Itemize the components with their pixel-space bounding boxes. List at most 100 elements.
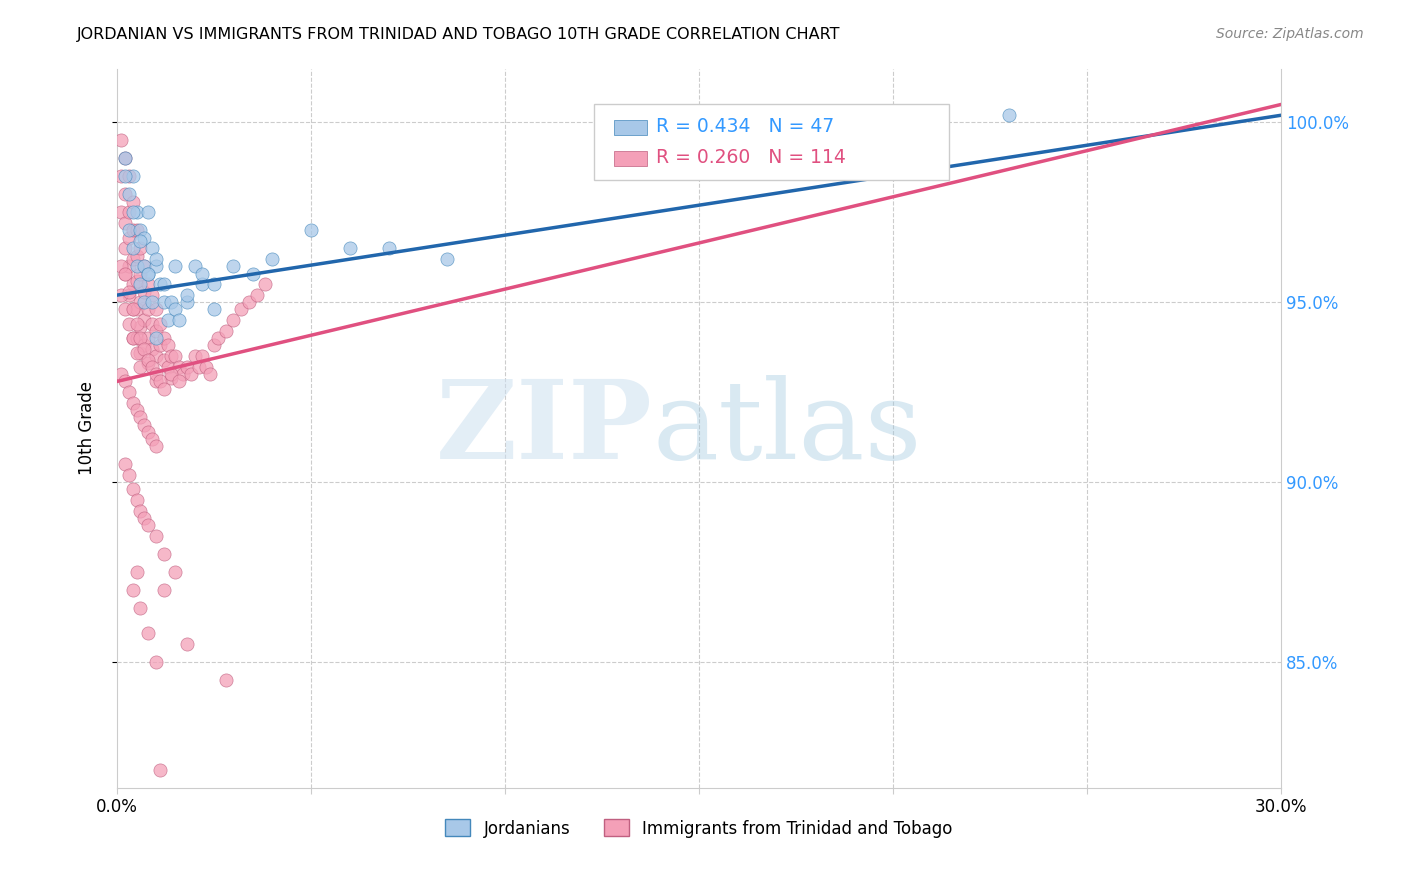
Point [152,582,174,597]
Point [152,382,174,396]
Point [121,194,143,209]
Point [121,582,143,597]
Point [114,267,136,281]
Point [121,277,143,292]
Legend: Jordanians, Immigrants from Trinidad and Tobago: Jordanians, Immigrants from Trinidad and… [439,813,959,844]
Point [134,285,156,299]
Point [167,375,190,389]
Bar [614,120,647,135]
Point [125,317,148,331]
Point [141,317,163,331]
Point [118,467,141,482]
Point [176,295,198,310]
Point [253,277,276,292]
Point [125,331,148,345]
Point [262,252,284,267]
Point [129,320,152,334]
Point [121,252,143,267]
Text: JORDANIAN VS IMMIGRANTS FROM TRINIDAD AND TOBAGO 10TH GRADE CORRELATION CHART: JORDANIAN VS IMMIGRANTS FROM TRINIDAD AN… [77,27,841,42]
Point [114,457,136,471]
Point [246,288,269,302]
Point [191,349,214,363]
Point [149,375,172,389]
Point [145,439,167,453]
Point [202,302,225,317]
Point [149,763,172,777]
Point [160,295,183,310]
Point [165,260,187,274]
Point [110,205,132,219]
Point [191,267,214,281]
Point [145,302,167,317]
Point [129,359,152,374]
Point [129,345,152,359]
Point [145,260,167,274]
Point [176,637,198,651]
Point [160,349,183,363]
Point [121,302,143,317]
Point [844,122,866,136]
Point [129,223,152,237]
Point [118,205,141,219]
Point [134,338,156,352]
Point [110,288,132,302]
Point [129,295,152,310]
Point [215,673,238,687]
Point [114,241,136,255]
Point [183,260,205,274]
Point [125,345,148,359]
Point [141,288,163,302]
FancyBboxPatch shape [595,104,949,180]
Point [238,295,260,310]
Point [125,403,148,417]
Y-axis label: 10th Grade: 10th Grade [79,381,96,475]
Point [129,277,152,292]
Point [125,248,148,262]
Point [118,317,141,331]
Point [125,205,148,219]
Point [436,252,458,267]
Point [145,529,167,543]
Point [145,324,167,338]
Point [207,331,229,345]
Point [134,260,156,274]
Point [121,205,143,219]
Point [222,260,245,274]
Point [160,371,183,385]
Point [141,241,163,255]
Point [114,216,136,230]
Point [129,267,152,281]
Point [125,302,148,317]
Point [118,223,141,237]
Point [125,260,148,274]
Point [114,267,136,281]
Point [136,267,159,281]
Point [141,359,163,374]
Point [121,169,143,184]
Point [141,432,163,446]
Point [114,302,136,317]
Point [165,302,187,317]
Point [134,342,156,356]
Point [156,359,179,374]
Point [136,267,159,281]
Point [242,267,264,281]
Point [110,133,132,147]
Point [118,385,141,400]
Point [129,241,152,255]
Point [145,655,167,669]
Point [114,152,136,166]
Point [134,511,156,525]
Point [145,349,167,363]
Point [231,302,253,317]
Point [136,302,159,317]
Point [176,359,198,374]
Point [121,396,143,410]
Point [134,260,156,274]
Point [152,295,174,310]
Point [129,410,152,425]
Point [299,223,322,237]
Point [110,169,132,184]
Point [160,368,183,382]
Point [152,547,174,561]
